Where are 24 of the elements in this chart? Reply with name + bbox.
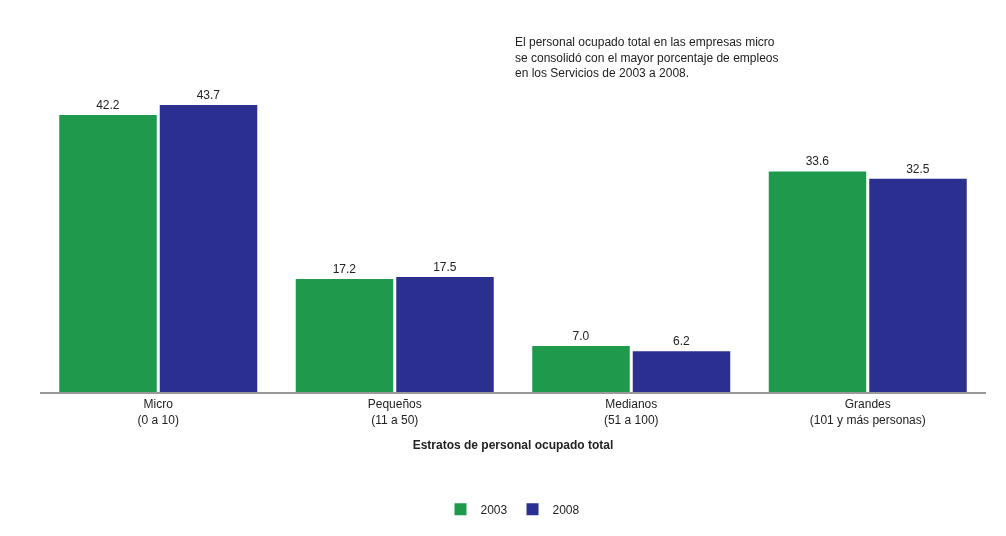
legend-label: 2008 bbox=[552, 502, 580, 517]
bar bbox=[532, 346, 630, 392]
bar bbox=[869, 178, 967, 392]
bar bbox=[159, 105, 258, 392]
data-label: 17.2 bbox=[332, 262, 357, 277]
data-label: 6.2 bbox=[673, 334, 691, 349]
data-label: 7.0 bbox=[572, 329, 590, 344]
x-tick-label: Grandes (101 y más personas) bbox=[809, 397, 926, 427]
text: El personal ocupado total en las empresas micro se consolidó con el mayor porcentaje de empleos en los Servicios de 2003 a 2008. bbox=[515, 35, 779, 81]
x-tick-label: Pequeños (11 a 50) bbox=[367, 397, 422, 427]
bar bbox=[632, 351, 731, 392]
bar bbox=[295, 279, 394, 392]
data-label: 42.2 bbox=[96, 97, 120, 112]
data-label: 32.5 bbox=[906, 161, 930, 176]
bar bbox=[59, 114, 157, 392]
x-axis-title: Estratos de personal ocupado total bbox=[412, 438, 614, 453]
data-label: 43.7 bbox=[196, 88, 221, 103]
x-tick-label: Medianos (51 a 100) bbox=[603, 397, 659, 427]
bar bbox=[768, 171, 867, 392]
x-tick-label: Micro (0 a 10) bbox=[137, 397, 179, 427]
data-label: 33.6 bbox=[805, 154, 830, 169]
legend-label: 2003 bbox=[480, 502, 508, 517]
bar bbox=[396, 277, 494, 392]
data-label: 17.5 bbox=[433, 260, 457, 275]
